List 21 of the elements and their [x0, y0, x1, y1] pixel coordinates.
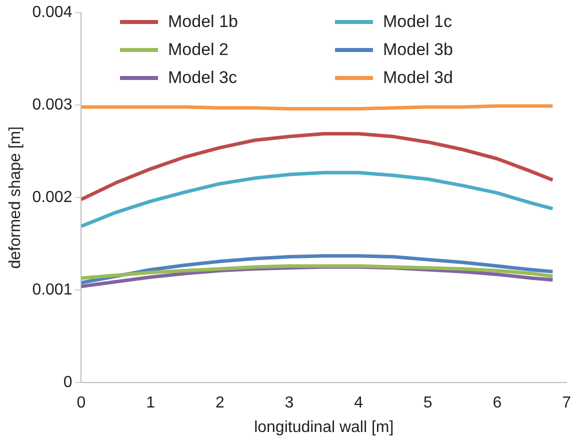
y-tick-label: 0.003 [32, 96, 72, 114]
x-tick-label: 3 [284, 394, 294, 412]
x-tick-label: 4 [354, 394, 364, 412]
y-tick-label: 0.004 [32, 4, 72, 22]
y-tick-label: 0.002 [32, 189, 72, 206]
x-tick-label: 0 [76, 394, 86, 412]
y-tick-label: 0 [63, 374, 72, 392]
legend-label: Model 1c [383, 12, 452, 32]
x-tick-label: 7 [562, 394, 572, 412]
legend-label: Model 1b [168, 12, 238, 32]
legend-label: Model 2 [168, 40, 228, 60]
x-tick-label: 1 [146, 394, 156, 412]
legend-label: Model 3c [168, 68, 237, 88]
legend-label: Model 3d [383, 68, 453, 88]
x-axis-title: longitudinal wall [m] [254, 418, 394, 436]
x-tick-label: 6 [492, 394, 502, 412]
x-tick-label: 2 [215, 394, 224, 412]
legend-label: Model 3b [383, 40, 453, 60]
x-tick-label: 5 [423, 394, 432, 412]
y-axis-title: deformed shape [m] [7, 126, 24, 269]
y-tick-label: 0.001 [32, 282, 72, 299]
